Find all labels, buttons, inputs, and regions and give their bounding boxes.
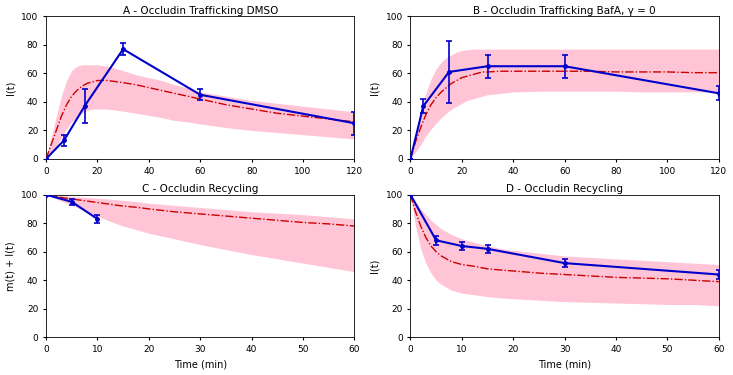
- Y-axis label: I(t): I(t): [370, 81, 380, 95]
- Title: D - Occludin Recycling: D - Occludin Recycling: [507, 184, 623, 194]
- Y-axis label: m(t) + I(t): m(t) + I(t): [6, 241, 15, 291]
- X-axis label: Time (min): Time (min): [174, 360, 226, 369]
- Y-axis label: I(t): I(t): [6, 81, 15, 95]
- Title: A - Occludin Trafficking DMSO: A - Occludin Trafficking DMSO: [122, 6, 278, 15]
- Title: C - Occludin Recycling: C - Occludin Recycling: [142, 184, 259, 194]
- Title: B - Occludin Trafficking BafA, γ = 0: B - Occludin Trafficking BafA, γ = 0: [474, 6, 656, 15]
- Y-axis label: I(t): I(t): [370, 259, 380, 273]
- X-axis label: Time (min): Time (min): [538, 360, 592, 369]
